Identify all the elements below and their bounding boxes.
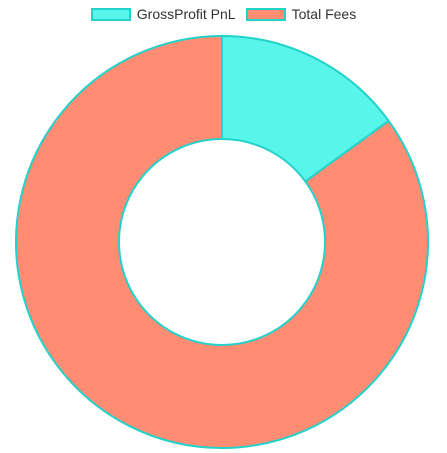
legend-label-grossprofit-pnl: GrossProfit PnL: [136, 6, 236, 22]
legend-swatch-grossprofit-pnl: [90, 7, 131, 21]
legend-item-grossprofit-pnl[interactable]: GrossProfit PnL: [90, 6, 236, 22]
donut-slice-total-fees[interactable]: [15, 35, 429, 449]
legend-label-total-fees: Total Fees: [291, 6, 357, 22]
donut-slice-grossprofit-pnl[interactable]: [221, 35, 390, 183]
legend-item-total-fees[interactable]: Total Fees: [245, 6, 357, 22]
chart-legend: GrossProfit PnL Total Fees: [0, 6, 447, 22]
legend-swatch-total-fees: [245, 7, 286, 21]
